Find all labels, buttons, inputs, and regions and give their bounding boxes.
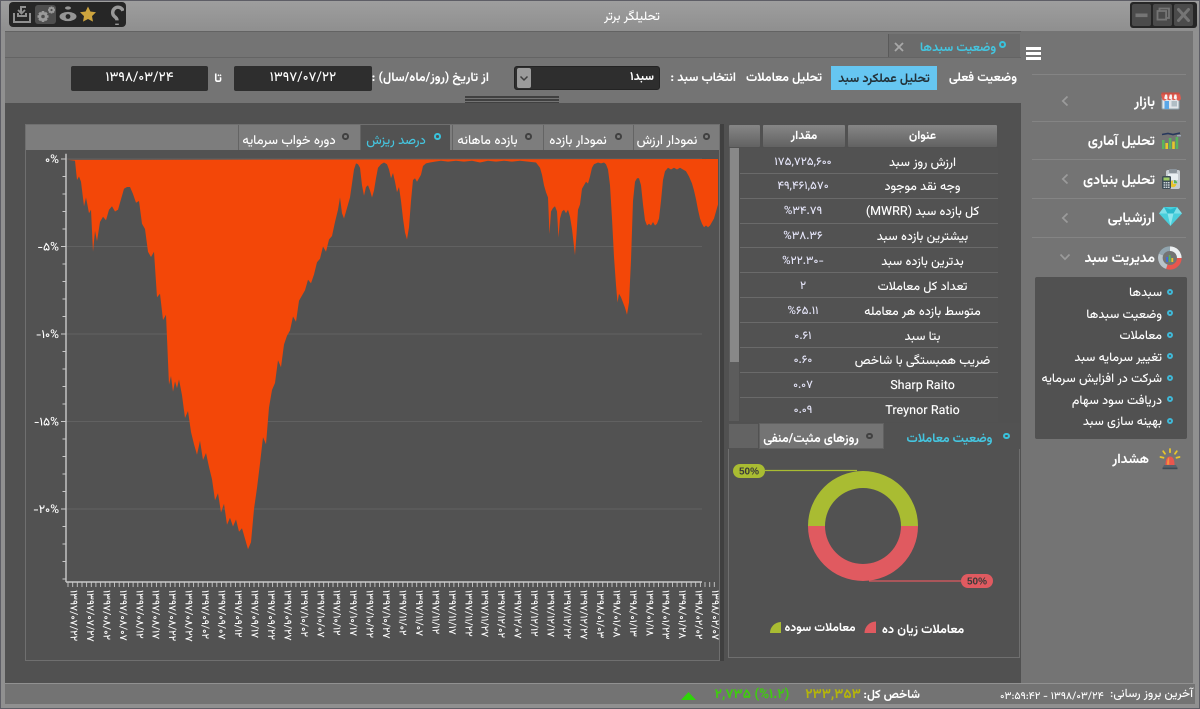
svg-text:۱۳۹۷/۱۰/۰۷: ۱۳۹۷/۱۰/۰۷ (311, 590, 328, 638)
svg-text:۱۳۹۷/۰۹/۱۷: ۱۳۹۷/۰۹/۱۷ (245, 590, 262, 638)
svg-text:۱۳۹۷/۰۸/۰۷: ۱۳۹۷/۰۸/۰۷ (114, 590, 131, 641)
svg-text:۰%: ۰% (45, 152, 59, 170)
svg-text:۱۳۹۷/۰۸/۱۷: ۱۳۹۷/۰۸/۱۷ (147, 590, 164, 639)
svg-text:۱۳۹۷/۱۲/۲۲: ۱۳۹۷/۱۲/۲۲ (558, 590, 575, 640)
svg-text:۱۳۹۷/۰۹/۱۲: ۱۳۹۷/۰۹/۱۲ (229, 590, 246, 638)
svg-text:۱۳۹۷/۰۹/۲۲: ۱۳۹۷/۰۹/۲۲ (262, 590, 279, 641)
svg-text:۱۳۹۷/۱۰/۲۲: ۱۳۹۷/۱۰/۲۲ (361, 590, 378, 639)
svg-text:۱۳۹۷/۱۱/۰۷: ۱۳۹۷/۱۱/۰۷ (410, 590, 427, 636)
svg-text:۱۳۹۸/۰۱/۰۸: ۱۳۹۸/۰۱/۰۸ (607, 590, 624, 638)
svg-text:۱۳۹۷/۱۲/۲۷: ۱۳۹۷/۱۲/۲۷ (575, 590, 592, 640)
svg-text:۱۳۹۷/۰۹/۰۲: ۱۳۹۷/۰۹/۰۲ (196, 590, 213, 639)
svg-text:۱۳۹۷/۱۱/۰۲: ۱۳۹۷/۱۱/۰۲ (394, 590, 411, 636)
svg-text:۱۳۹۷/۱۱/۱۷: ۱۳۹۷/۱۱/۱۷ (443, 590, 460, 635)
svg-text:۱۳۹۷/۱۱/۱۲: ۱۳۹۷/۱۱/۱۲ (426, 590, 443, 635)
svg-text:۱۳۹۷/۰۸/۲۲: ۱۳۹۷/۰۸/۲۲ (163, 590, 180, 642)
svg-text:۱۳۹۷/۱۲/۱۷: ۱۳۹۷/۱۲/۱۷ (542, 590, 559, 637)
svg-text:50%: 50% (967, 577, 987, 588)
svg-text:۱۳۹۸/۰۱/۱۳: ۱۳۹۸/۰۱/۱۳ (624, 590, 641, 637)
svg-text:۱۳۹۷/۱۰/۱۷: ۱۳۹۷/۱۰/۱۷ (344, 590, 361, 636)
svg-text:۱۳۹۷/۱۱/۲۷: ۱۳۹۷/۱۱/۲۷ (476, 590, 493, 637)
svg-text:۱۳۹۸/۰۲/۰۷: ۱۳۹۸/۰۲/۰۷ (706, 590, 719, 640)
svg-text:-۵%: -۵% (37, 240, 59, 258)
svg-text:-۲۰%: -۲۰% (33, 502, 59, 520)
svg-text:-۱۰%: -۱۰% (36, 327, 59, 345)
svg-text:۱۳۹۷/۱۲/۰۷: ۱۳۹۷/۱۲/۰۷ (509, 590, 526, 639)
svg-text:۱۳۹۷/۱۰/۰۲: ۱۳۹۷/۱۰/۰۲ (295, 590, 312, 637)
svg-text:-۱۵%: -۱۵% (34, 415, 59, 433)
svg-text:۱۳۹۸/۰۱/۱۸: ۱۳۹۸/۰۱/۱۸ (640, 590, 657, 636)
svg-text:۱۳۹۷/۱۱/۲۲: ۱۳۹۷/۱۱/۲۲ (459, 590, 476, 637)
svg-text:۱۳۹۷/۱۲/۱۲: ۱۳۹۷/۱۲/۱۲ (525, 590, 542, 637)
svg-text:۱۳۹۸/۰۲/۰۲: ۱۳۹۸/۰۲/۰۲ (690, 590, 707, 640)
svg-text:۱۳۹۸/۰۱/۲۸: ۱۳۹۸/۰۱/۲۸ (673, 590, 690, 639)
svg-text:۱۳۹۸/۰۱/۲۳: ۱۳۹۸/۰۱/۲۳ (657, 590, 674, 640)
svg-text:۱۳۹۷/۰۸/۰۲: ۱۳۹۷/۰۸/۰۲ (97, 590, 114, 641)
svg-text:۱۳۹۷/۰۹/۰۷: ۱۳۹۷/۰۹/۰۷ (213, 590, 230, 640)
svg-text:۱۳۹۷/۰۷/۲۲: ۱۳۹۷/۰۷/۲۲ (65, 590, 82, 642)
svg-text:۱۳۹۷/۰۸/۱۲: ۱۳۹۷/۰۸/۱۲ (130, 590, 147, 639)
svg-text:۱۳۹۷/۱۰/۲۷: ۱۳۹۷/۱۰/۲۷ (377, 590, 394, 639)
svg-text:50%: 50% (739, 467, 759, 478)
svg-text:۱۳۹۷/۰۸/۲۷: ۱۳۹۷/۰۸/۲۷ (180, 590, 197, 642)
svg-text:۱۳۹۷/۰۷/۲۷: ۱۳۹۷/۰۷/۲۷ (81, 590, 98, 642)
svg-text:۱۳۹۷/۱۲/۰۲: ۱۳۹۷/۱۲/۰۲ (492, 590, 509, 639)
svg-text:۱۳۹۸/۰۱/۰۳: ۱۳۹۸/۰۱/۰۳ (591, 590, 608, 638)
svg-text:۱۳۹۷/۱۰/۱۲: ۱۳۹۷/۱۰/۱۲ (328, 590, 345, 636)
svg-text:۱۳۹۷/۰۹/۲۷: ۱۳۹۷/۰۹/۲۷ (278, 590, 295, 641)
